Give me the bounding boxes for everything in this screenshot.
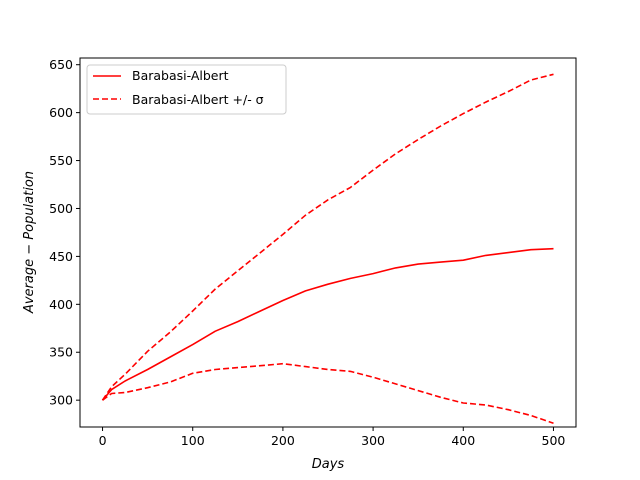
y-tick-label: 350 bbox=[49, 345, 73, 360]
y-tick-label: 450 bbox=[49, 249, 73, 264]
series-line-lower-sigma bbox=[102, 362, 554, 424]
legend-label-mean: Barabasi-Albert bbox=[132, 68, 229, 83]
y-tick-label: 650 bbox=[49, 57, 73, 72]
x-tick-label: 100 bbox=[181, 433, 205, 448]
series-line-upper-sigma bbox=[101, 73, 554, 401]
series-line-mean bbox=[101, 247, 554, 401]
plot-frame bbox=[79, 57, 577, 428]
legend: Barabasi-Albert Barabasi-Albert +/- σ bbox=[86, 64, 287, 115]
y-axis-label: Average − Population bbox=[22, 171, 37, 314]
y-tick-label: 600 bbox=[49, 105, 73, 120]
y-tick-label: 550 bbox=[49, 153, 73, 168]
x-axis-label: Days bbox=[312, 457, 345, 472]
y-tick-label: 400 bbox=[49, 297, 73, 312]
x-tick-label: 500 bbox=[542, 433, 566, 448]
legend-label-sigma: Barabasi-Albert +/- σ bbox=[132, 92, 264, 107]
legend-frame bbox=[86, 64, 287, 115]
x-axis: 0 100 200 300 400 500 bbox=[99, 427, 566, 448]
y-axis: 300 350 400 450 500 550 600 650 bbox=[49, 57, 80, 408]
x-tick-label: 0 bbox=[99, 433, 107, 448]
x-tick-label: 200 bbox=[271, 433, 295, 448]
plot-area bbox=[101, 73, 554, 424]
x-tick-label: 300 bbox=[361, 433, 385, 448]
x-tick-label: 400 bbox=[451, 433, 475, 448]
y-tick-label: 300 bbox=[49, 393, 73, 408]
y-tick-label: 500 bbox=[49, 201, 73, 216]
